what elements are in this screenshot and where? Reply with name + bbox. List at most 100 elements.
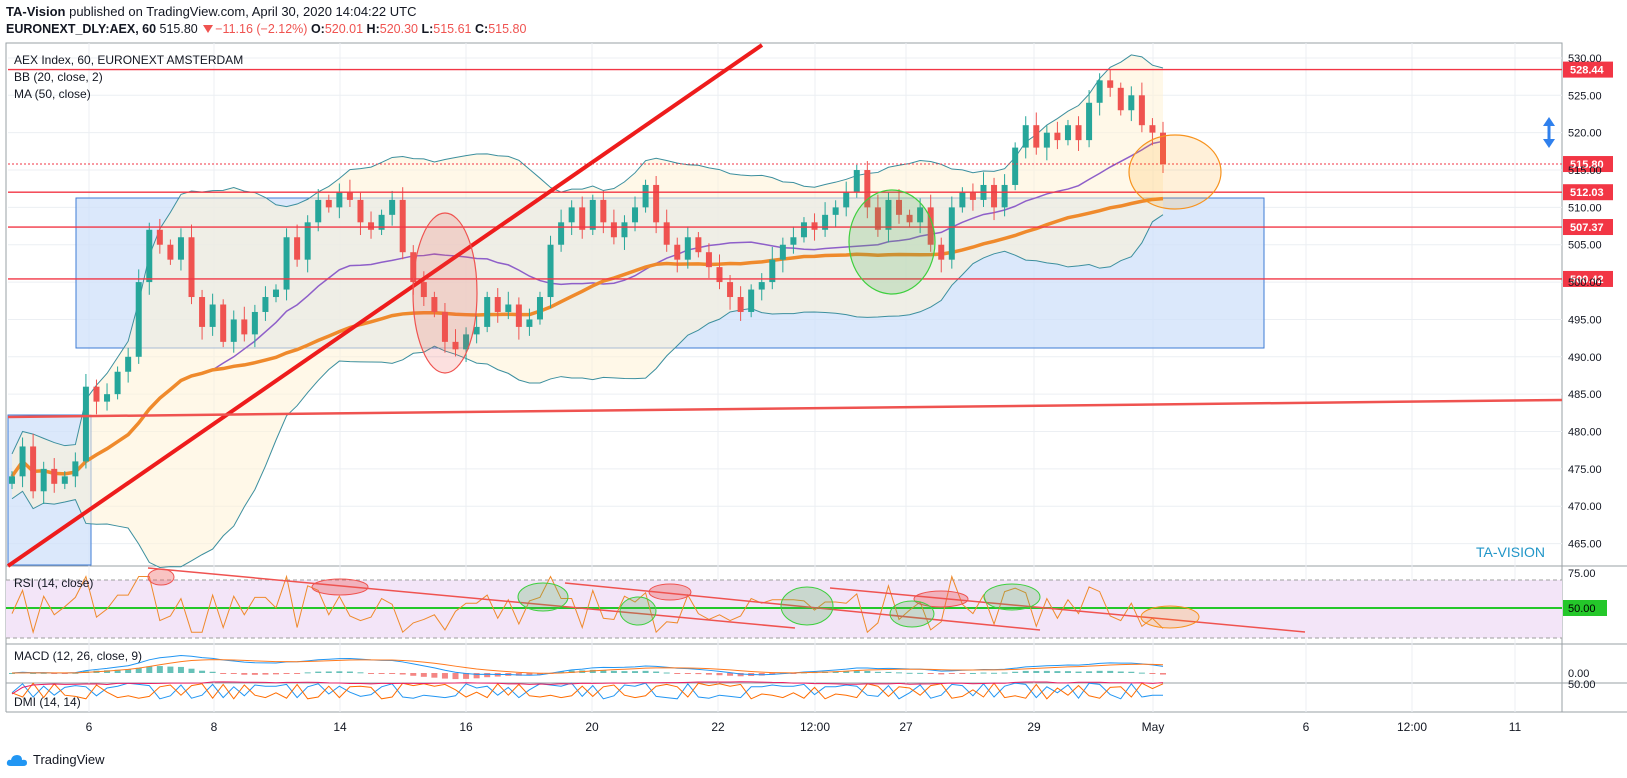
- macd-histogram-bar: [104, 670, 111, 673]
- candle-body: [589, 199, 596, 230]
- published-text: published on TradingView.com, April 30, …: [69, 4, 417, 19]
- footer-brand-label: TradingView: [33, 752, 105, 767]
- candle-body: [241, 319, 248, 335]
- macd-histogram-bar: [156, 666, 163, 673]
- candle-body: [822, 214, 829, 230]
- macd-histogram-bar: [135, 667, 142, 673]
- candle-body: [536, 297, 543, 320]
- candle-body: [1128, 95, 1135, 111]
- macd-histogram-bar: [737, 673, 744, 677]
- price-tag-label: 512.03: [1570, 187, 1604, 199]
- macd-histogram-bar: [420, 673, 427, 677]
- price-tick-label: 500.00: [1568, 277, 1602, 289]
- macd-histogram-bar: [325, 671, 332, 673]
- candle-body: [1043, 132, 1050, 148]
- candle-body: [357, 199, 364, 223]
- candle-body: [695, 237, 702, 253]
- rsi-trendline-1: [147, 567, 796, 629]
- candle-body: [452, 341, 459, 350]
- price-tick-label: 510.00: [1568, 202, 1602, 214]
- support-trendline[interactable]: [7, 398, 1563, 419]
- candle-body: [325, 199, 332, 208]
- green-highlight-ellipse: [848, 189, 936, 295]
- macd-histogram-bar: [653, 671, 660, 673]
- macd-histogram-bar: [589, 669, 596, 673]
- macd-histogram-bar: [484, 673, 491, 678]
- candle-body: [188, 237, 195, 298]
- price-tick-label: 495.00: [1568, 314, 1602, 326]
- rsi-tick-75: 75.00: [1568, 568, 1596, 580]
- macd-histogram-bar: [315, 671, 322, 673]
- macd-histogram-bar: [209, 671, 216, 673]
- candle-body: [917, 207, 924, 223]
- candle-body: [874, 207, 881, 230]
- macd-histogram-bar: [272, 673, 279, 675]
- orange-highlight-ellipse: [1128, 134, 1222, 210]
- macd-histogram-bar: [30, 672, 37, 674]
- price-tick-label: 480.00: [1568, 427, 1602, 439]
- macd-histogram-bar: [125, 669, 132, 673]
- candle-body: [758, 282, 765, 290]
- symbol-name[interactable]: EURONEXT_DLY:AEX, 60: [6, 22, 157, 36]
- macd-histogram-bar: [663, 672, 670, 674]
- candle-body: [420, 282, 427, 298]
- candle-body: [1160, 132, 1166, 165]
- price-tick-label: 530.00: [1568, 53, 1602, 65]
- candle-body: [251, 311, 258, 335]
- price-tag-label: 507.37: [1570, 222, 1604, 234]
- candle-body: [800, 222, 807, 238]
- candle-body: [463, 334, 470, 350]
- rising-trendline[interactable]: [6, 43, 764, 568]
- candle-body: [991, 184, 998, 208]
- time-tick-label: 20: [585, 720, 599, 734]
- price-axis[interactable]: 465.00 470.00 475.00 480.00 485.00 490.00 495.…: [1568, 53, 1602, 551]
- macd-histogram-bar: [1149, 673, 1156, 674]
- macd-histogram-bar: [695, 673, 702, 675]
- macd-histogram-bar: [906, 672, 913, 674]
- candle-body: [515, 304, 522, 327]
- price-tick-label: 520.00: [1568, 128, 1602, 140]
- macd-histogram-bar: [969, 672, 976, 674]
- time-tick-label: 27: [899, 720, 913, 734]
- macd-histogram-bar: [1022, 670, 1029, 673]
- macd-histogram-bar: [896, 672, 903, 674]
- macd-histogram-bar: [853, 670, 860, 673]
- macd-histogram-bar: [389, 673, 396, 674]
- price-tick-label: 505.00: [1568, 240, 1602, 252]
- macd-tick-0: 0.00: [1568, 668, 1589, 680]
- rsi-level-label: 50.00: [1568, 603, 1596, 615]
- candle-body: [526, 319, 533, 327]
- macd-histogram-bar: [410, 673, 417, 676]
- time-tick-label: 6: [1303, 720, 1310, 734]
- red-highlight-ellipse: [412, 212, 478, 374]
- candle-body: [642, 184, 649, 208]
- candles: [9, 69, 1166, 504]
- candle-body: [632, 207, 639, 223]
- macd-histogram-bar: [917, 672, 924, 674]
- macd-histogram-bar: [558, 671, 565, 673]
- candle-body: [1033, 125, 1040, 148]
- candle-body: [832, 207, 839, 215]
- candle-body: [156, 229, 163, 245]
- rsi-red-ellipse-2: [311, 578, 369, 596]
- macd-histogram-bar: [1054, 671, 1061, 673]
- candle-body: [906, 214, 913, 223]
- candle-body: [653, 184, 660, 223]
- time-tick-label: 16: [459, 720, 473, 734]
- time-axis[interactable]: 6 8 14 16 20 22 12:00 27 29 May 6 12:00 11: [86, 720, 1522, 734]
- double-arrow-icon[interactable]: [1543, 117, 1555, 148]
- price-tag-label: 528.44: [1570, 65, 1605, 77]
- footer-brand[interactable]: TradingView: [6, 752, 105, 767]
- rsi-title: RSI (14, close): [14, 576, 93, 590]
- macd-histogram-bar: [938, 673, 945, 675]
- low-value: 515.61: [433, 22, 472, 36]
- rsi-red-ellipse-1: [147, 568, 175, 586]
- candle-body: [199, 297, 206, 327]
- candle-body: [769, 259, 776, 283]
- candle-body: [1096, 80, 1103, 103]
- price-tag: [1563, 219, 1613, 236]
- adx-line: [11, 681, 1164, 695]
- macd-histogram-bar: [262, 673, 269, 675]
- macd-histogram-bar: [368, 673, 375, 674]
